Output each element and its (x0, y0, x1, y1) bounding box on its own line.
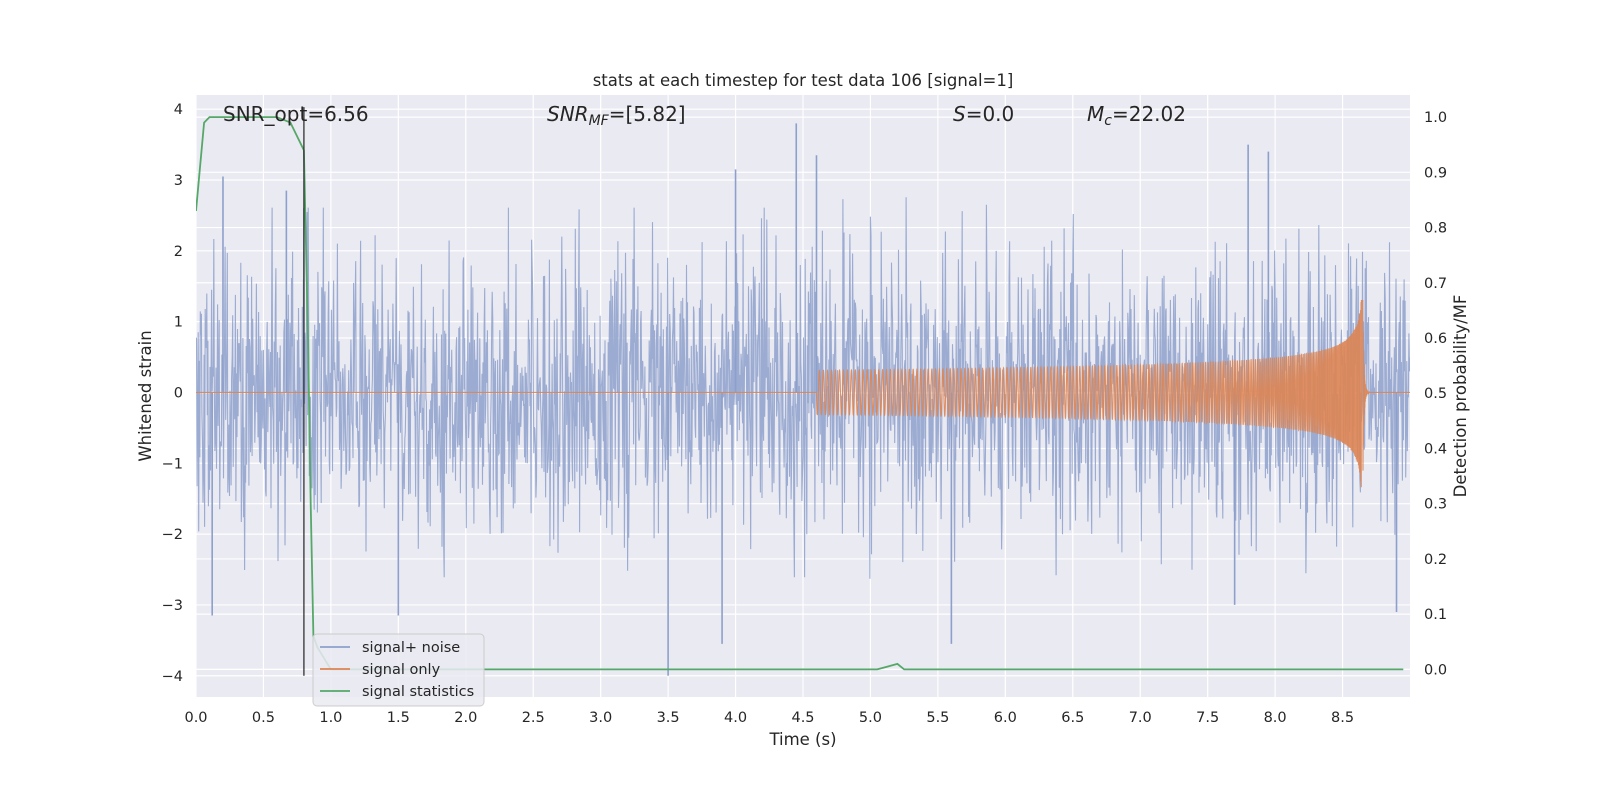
x-tick-label: 3.0 (589, 710, 612, 726)
annotation-mc-main: M (1087, 102, 1104, 126)
annotation-mc-rest: =22.02 (1112, 102, 1186, 126)
series-layer (196, 107, 1410, 676)
x-tick-label: 4.0 (724, 710, 747, 726)
annotation-snr-mf: SNRMF=[5.82] (547, 102, 686, 129)
x-tick-label: 1.0 (319, 710, 342, 726)
series-signal-noise-peaks (211, 123, 1398, 676)
legend-box (312, 633, 485, 707)
y-right-tick-label: 0.8 (1424, 221, 1447, 237)
x-tick-label: 2.5 (522, 710, 545, 726)
legend-label-signal-only: signal only (362, 662, 441, 678)
x-tick-label: 5.5 (926, 710, 949, 726)
y-right-tick-label: 1.0 (1424, 110, 1447, 126)
y-left-tick-label: −4 (162, 669, 183, 685)
annotation-s: S=0.0 (953, 102, 1014, 126)
annotation-snr-mf-rest: =[5.82] (609, 102, 686, 126)
y-left-tick-label: 3 (174, 173, 183, 189)
chart-title: stats at each timestep for test data 106… (593, 71, 1014, 90)
x-tick-label: 8.0 (1264, 710, 1287, 726)
x-tick-label: 5.0 (859, 710, 882, 726)
x-tick-label: 6.5 (1061, 710, 1084, 726)
y-left-tick-labels: −4 −3 −2 −1 0 1 2 3 4 (162, 102, 183, 685)
y-left-axis-label: Whitened strain (136, 330, 155, 461)
annotation-snr-opt: SNR_opt=6.56 (223, 102, 369, 126)
series-signal-only (196, 299, 1410, 488)
y-right-axis-label: Detection probability/MF (1451, 295, 1470, 498)
y-right-tick-label: 0.4 (1424, 441, 1447, 457)
series-signal-statistics (196, 116, 1404, 671)
y-right-tick-label: 0.3 (1424, 497, 1447, 513)
x-tick-label: 6.0 (994, 710, 1017, 726)
x-tick-label: 4.5 (791, 710, 814, 726)
y-right-tick-label: 0.9 (1424, 165, 1447, 181)
legend-label-signal-statistics: signal statistics (362, 684, 474, 700)
y-left-tick-label: −3 (162, 598, 183, 614)
y-left-tick-label: −2 (162, 527, 183, 543)
annotation-snr-mf-sub: MF (589, 113, 610, 129)
x-tick-label: 0.0 (184, 710, 207, 726)
annotation-s-rest: =0.0 (966, 102, 1015, 126)
annotation-s-main: S (953, 102, 966, 126)
x-tick-label: 8.5 (1331, 710, 1354, 726)
y-left-tick-label: 4 (174, 102, 183, 118)
x-tick-label: 3.5 (657, 710, 680, 726)
legend-label-signal-noise: signal+ noise (362, 640, 460, 656)
annotation-mc-sub: c (1104, 113, 1112, 129)
y-right-tick-label: 0.6 (1424, 331, 1447, 347)
x-tick-label: 2.0 (454, 710, 477, 726)
annotation-mc: Mc=22.02 (1087, 102, 1186, 129)
x-tick-label: 1.5 (387, 710, 410, 726)
annotation-snr-mf-main: SNR (547, 102, 589, 126)
y-left-tick-label: 1 (174, 315, 183, 331)
y-right-tick-label: 0.7 (1424, 276, 1447, 292)
x-axis-label: Time (s) (768, 730, 836, 749)
y-right-tick-label: 0.5 (1424, 386, 1447, 402)
y-right-tick-labels: 0.0 0.1 0.2 0.3 0.4 0.5 0.6 0.7 0.8 0.9 1.0 (1424, 110, 1447, 678)
x-tick-label: 7.0 (1129, 710, 1152, 726)
y-right-tick-label: 0.2 (1424, 552, 1447, 568)
y-right-tick-label: 0.1 (1424, 607, 1447, 623)
y-right-tick-label: 0.0 (1424, 662, 1447, 678)
legend: signal+ noise signal only signal statist… (312, 633, 485, 707)
x-tick-labels: 0.0 0.5 1.0 1.5 2.0 2.5 3.0 3.5 4.0 4.5 5.0 5.5 6.0 6… (184, 710, 1354, 726)
x-tick-label: 0.5 (252, 710, 275, 726)
y-left-tick-label: 2 (174, 244, 183, 260)
y-left-tick-label: −1 (162, 456, 183, 472)
x-tick-label: 7.5 (1196, 710, 1219, 726)
y-left-tick-label: 0 (174, 385, 183, 401)
